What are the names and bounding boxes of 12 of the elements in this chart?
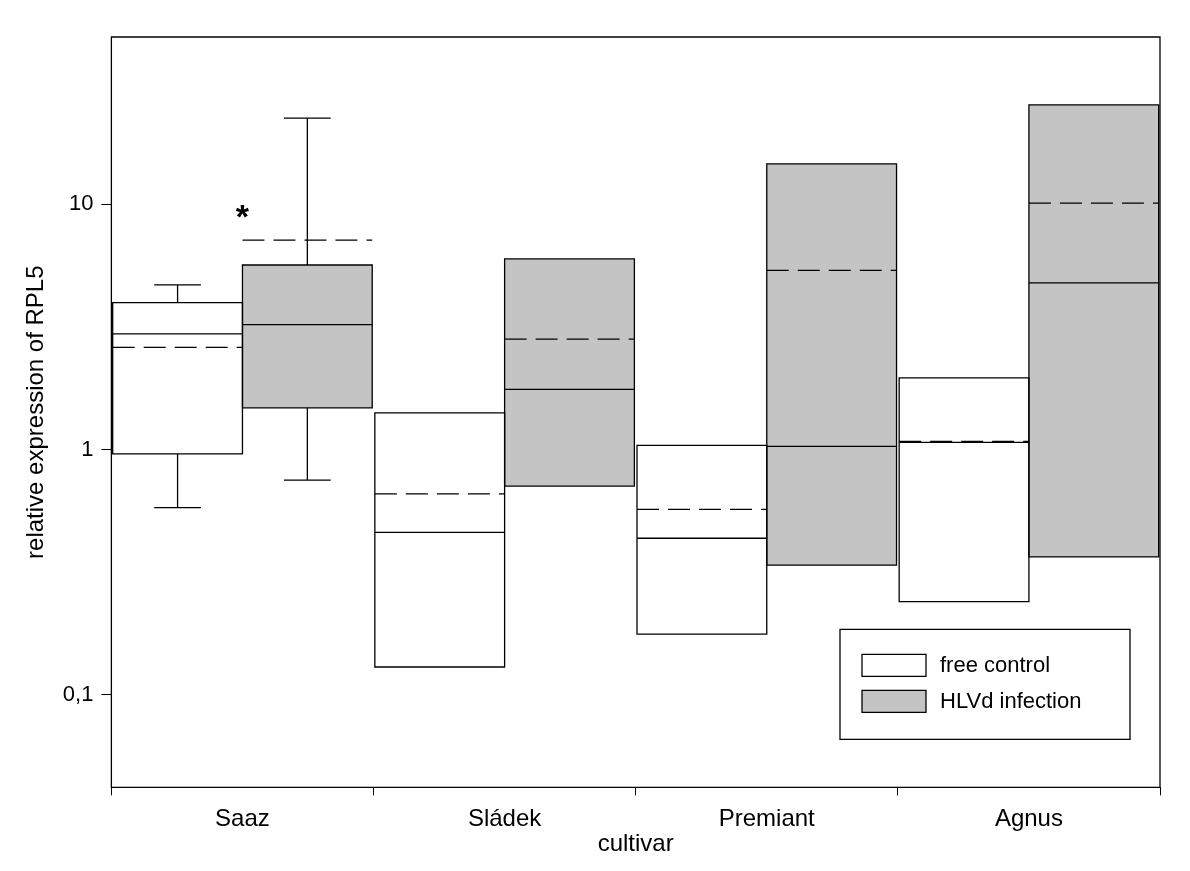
x-tick-label: Sládek: [467, 804, 543, 832]
y-tick-label: 0,1: [62, 681, 94, 707]
x-tick-label: Agnus: [994, 804, 1063, 832]
x-tick-label: Premiant: [718, 804, 816, 832]
legend-label: HLVd infection: [940, 688, 1082, 714]
y-tick-label: 10: [68, 190, 94, 216]
x-axis-title: cultivar: [597, 829, 674, 857]
y-axis-title: relative expression of RPL5: [21, 265, 49, 559]
text: free control: [940, 652, 1051, 678]
x-tick-label: Saaz: [215, 804, 270, 832]
y-tick-label: 1: [81, 435, 94, 461]
annotation: *: [235, 196, 250, 235]
